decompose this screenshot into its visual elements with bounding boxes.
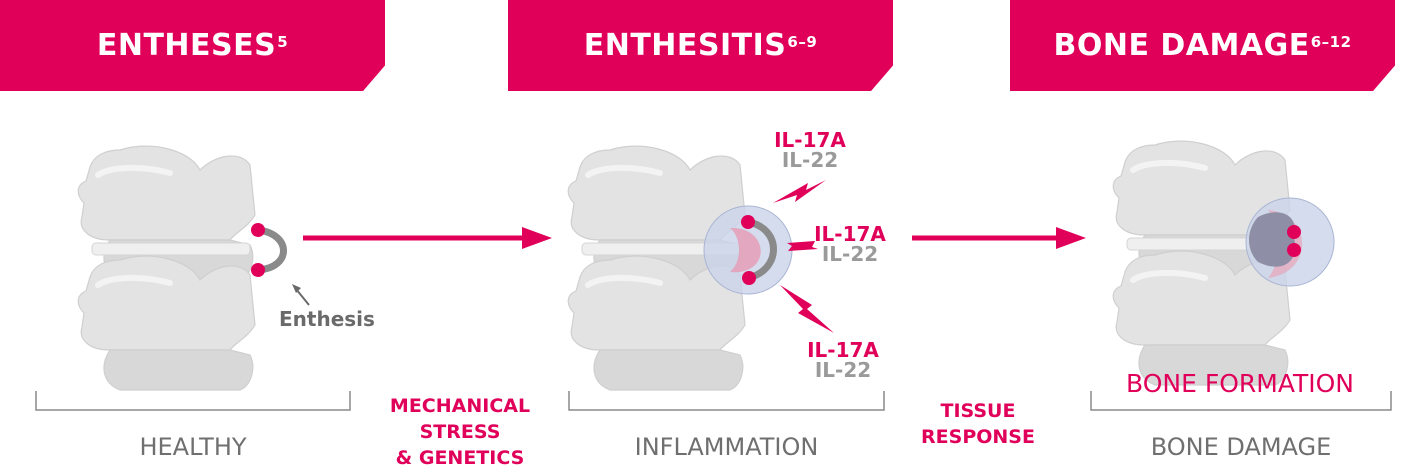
cytokine-il22: IL-22 — [814, 358, 872, 382]
bracket-healthy — [35, 391, 351, 411]
transition-1-line-1: MECHANICAL — [389, 395, 531, 417]
banner-bone-damage-ref: 6–12 — [1310, 32, 1352, 51]
cytokine-label-middle: IL-17A IL-22 — [810, 224, 890, 264]
transition-2-line-2: RESPONSE — [921, 426, 1035, 448]
banner-entheses-ref: 5 — [277, 32, 289, 51]
cytokine-il17a: IL-17A — [814, 222, 886, 246]
enthesis-dot-bottom — [251, 263, 265, 277]
spine-healthy — [78, 146, 255, 390]
enthesis-label: Enthesis — [279, 307, 375, 331]
banner-bone-damage-title: BONE DAMAGE — [1053, 28, 1310, 63]
cytokine-label-bottom: IL-17A IL-22 — [803, 340, 883, 380]
stage-label-inflammation: INFLAMMATION — [634, 433, 819, 461]
lightning-bolt-icon — [787, 241, 818, 251]
transition-1-label: MECHANICAL STRESS & GENETICS — [370, 393, 550, 471]
bracket-bone-damage — [1090, 391, 1392, 411]
banner-entheses: ENTHESES 5 — [0, 0, 385, 91]
inflammation-area — [730, 227, 761, 273]
damage-dot-bottom — [1287, 243, 1301, 257]
inflamed-dot-bottom — [742, 271, 756, 285]
enthesis-pointer-head — [292, 284, 301, 293]
bone-formation-label: BONE FORMATION — [1125, 369, 1354, 398]
bracket-inflammation — [568, 391, 885, 411]
enthesis-ligament — [254, 226, 287, 274]
cytokine-label-top: IL-17A IL-22 — [770, 130, 850, 170]
banner-bone-damage: BONE DAMAGE 6–12 — [1010, 0, 1395, 91]
transition-2-label: TISSUE RESPONSE — [898, 398, 1058, 450]
arrow-1-head — [522, 227, 552, 249]
cytokine-il22: IL-22 — [821, 242, 879, 266]
enthesis-pointer — [295, 288, 310, 306]
banner-enthesitis-ref: 6–9 — [787, 32, 818, 51]
new-bone-formation — [1249, 212, 1296, 267]
enthesis-dot-top — [251, 223, 265, 237]
lightning-bolt-icon — [780, 285, 834, 333]
transition-2-line-1: TISSUE — [940, 400, 1016, 422]
banner-enthesitis: ENTHESITIS 6–9 — [508, 0, 893, 91]
inflamed-dot-top — [741, 215, 755, 229]
transition-1-line-3: & GENETICS — [395, 447, 525, 469]
transition-1-line-2: STRESS — [419, 421, 501, 443]
cytokine-il17a: IL-17A — [774, 128, 846, 152]
cytokine-il17a: IL-17A — [807, 338, 879, 362]
lightning-bolt-icon — [773, 180, 826, 203]
banner-enthesitis-title: ENTHESITIS — [583, 28, 787, 63]
stage-label-bone-damage: BONE DAMAGE — [1150, 433, 1332, 461]
cytokine-il22: IL-22 — [781, 148, 839, 172]
damage-dot-top — [1287, 225, 1301, 239]
stage-label-healthy: HEALTHY — [139, 433, 247, 461]
inflamed-ligament — [744, 218, 777, 282]
arrow-2-head — [1056, 227, 1086, 249]
banner-entheses-title: ENTHESES — [96, 28, 277, 63]
